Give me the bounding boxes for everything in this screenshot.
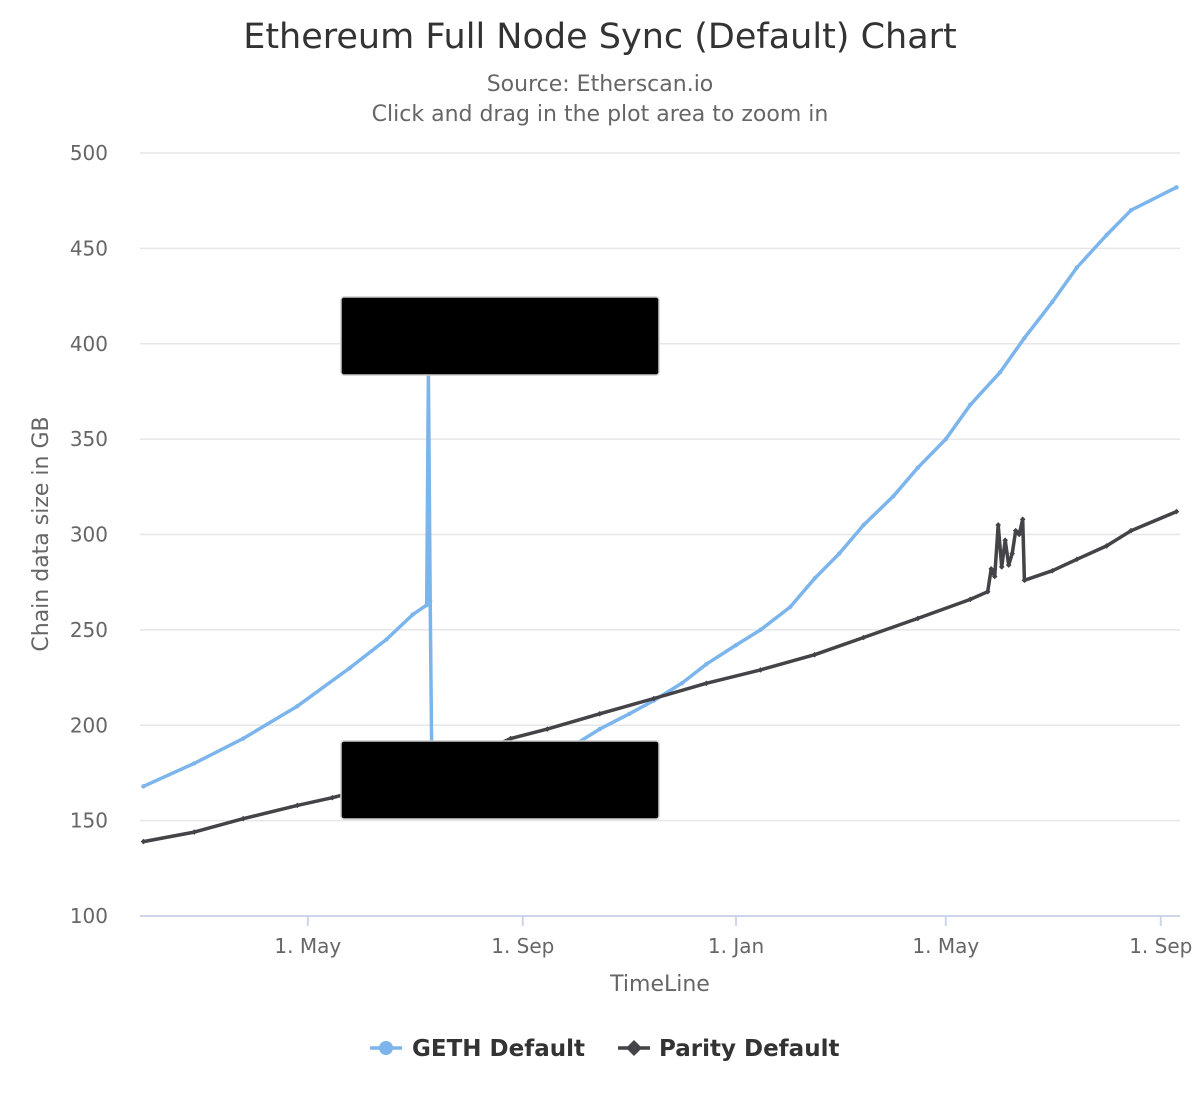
legend-diamond-icon — [626, 1040, 642, 1056]
data-point[interactable] — [836, 551, 842, 556]
data-point[interactable] — [1174, 185, 1179, 190]
legend: GETH Default Parity Default — [370, 1036, 839, 1062]
legend-label: GETH Default — [412, 1036, 585, 1062]
data-point[interactable] — [1173, 508, 1180, 515]
data-point[interactable] — [860, 634, 867, 641]
data-point[interactable] — [1074, 265, 1080, 270]
data-point[interactable] — [811, 651, 818, 658]
data-point[interactable] — [1021, 577, 1028, 584]
y-tick-label: 450 — [70, 236, 108, 260]
data-point[interactable] — [596, 711, 603, 717]
y-tick-label: 150 — [70, 809, 108, 833]
chart-title: Ethereum Full Node Sync (Default) Chart — [243, 17, 957, 57]
redaction-box — [340, 740, 660, 820]
data-point[interactable] — [141, 784, 146, 789]
data-point[interactable] — [410, 612, 415, 617]
data-point[interactable] — [294, 802, 301, 809]
x-tick-label: 1. Sep — [491, 934, 554, 958]
data-point[interactable] — [1049, 567, 1056, 574]
y-tick-label: 500 — [70, 141, 108, 165]
data-point[interactable] — [915, 615, 921, 622]
data-point[interactable] — [1128, 527, 1134, 534]
grid-lines — [140, 152, 1180, 822]
x-tick-label: 1. Jan — [708, 934, 764, 958]
data-point[interactable] — [424, 602, 429, 608]
data-point[interactable] — [384, 637, 389, 642]
y-tick-label: 400 — [70, 332, 108, 356]
y-tick-label: 300 — [70, 523, 108, 547]
data-point[interactable] — [984, 588, 991, 595]
y-tick-label: 200 — [70, 713, 108, 737]
data-point[interactable] — [758, 627, 763, 633]
redaction-boxes — [340, 296, 660, 820]
data-point[interactable] — [1050, 299, 1055, 304]
y-tick-label: 350 — [70, 427, 108, 451]
y-axis-ticks: 100 150 200 250 300 350 400 450 500 — [70, 141, 108, 928]
data-point[interactable] — [1103, 543, 1110, 549]
data-point[interactable] — [757, 667, 764, 673]
data-point[interactable] — [627, 711, 632, 717]
data-point[interactable] — [1012, 527, 1019, 534]
y-tick-label: 100 — [70, 904, 108, 928]
data-point[interactable] — [915, 465, 921, 470]
data-point[interactable] — [1009, 550, 1016, 557]
series-line[interactable] — [141, 509, 1179, 844]
data-point[interactable] — [1016, 531, 1022, 538]
data-point[interactable] — [812, 576, 817, 581]
x-axis-title: TimeLine — [609, 972, 710, 997]
x-axis: 1. May 1. Sep 1. Jan 1. May 1. Sep — [140, 915, 1192, 958]
data-point[interactable] — [1074, 556, 1080, 563]
data-point[interactable] — [507, 735, 514, 742]
data-point[interactable] — [1128, 208, 1134, 213]
data-point[interactable] — [651, 695, 657, 702]
series-parity-default[interactable] — [140, 508, 1180, 845]
data-point[interactable] — [240, 736, 246, 741]
legend-label: Parity Default — [659, 1036, 839, 1062]
data-point[interactable] — [733, 642, 739, 648]
redaction-box — [340, 296, 660, 376]
data-point[interactable] — [1022, 335, 1027, 341]
data-point[interactable] — [544, 726, 551, 732]
legend-item-geth-default[interactable]: GETH Default — [370, 1036, 585, 1062]
data-point[interactable] — [788, 604, 793, 610]
data-point[interactable] — [140, 838, 147, 845]
legend-item-parity-default[interactable]: Parity Default — [618, 1036, 839, 1062]
y-axis-title: Chain data size in GB — [29, 416, 54, 651]
data-point[interactable] — [891, 494, 896, 499]
x-tick-label: 1. May — [274, 934, 341, 958]
data-point[interactable] — [347, 665, 352, 671]
data-point[interactable] — [703, 680, 710, 687]
data-point[interactable] — [704, 662, 709, 667]
data-point[interactable] — [967, 596, 974, 603]
data-point[interactable] — [679, 681, 685, 686]
data-point[interactable] — [240, 815, 246, 822]
data-point[interactable] — [295, 703, 300, 709]
data-point[interactable] — [1002, 537, 1009, 544]
data-point[interactable] — [329, 794, 336, 801]
data-point[interactable] — [1005, 562, 1012, 568]
data-point[interactable] — [997, 370, 1003, 375]
x-tick-label: 1. Sep — [1129, 934, 1192, 958]
data-point[interactable] — [1104, 232, 1109, 238]
data-point[interactable] — [427, 599, 433, 604]
data-point[interactable] — [191, 829, 197, 835]
plot-area[interactable] — [140, 185, 1180, 845]
chart-subtitle: Source: Etherscan.io — [487, 72, 714, 97]
x-tick-label: 1. May — [912, 934, 979, 958]
data-point[interactable] — [998, 564, 1005, 570]
data-point[interactable] — [597, 726, 602, 732]
y-tick-label: 250 — [70, 618, 108, 642]
data-point[interactable] — [988, 566, 995, 572]
data-point[interactable] — [968, 402, 973, 407]
zoom-hint: Click and drag in the plot area to zoom … — [372, 102, 829, 127]
data-point[interactable] — [861, 522, 866, 528]
data-point[interactable] — [991, 573, 998, 580]
data-point[interactable] — [191, 761, 197, 766]
data-point[interactable] — [943, 436, 948, 442]
data-point[interactable] — [995, 522, 1002, 528]
legend-circle-icon — [379, 1041, 393, 1055]
data-point[interactable] — [1019, 516, 1026, 523]
